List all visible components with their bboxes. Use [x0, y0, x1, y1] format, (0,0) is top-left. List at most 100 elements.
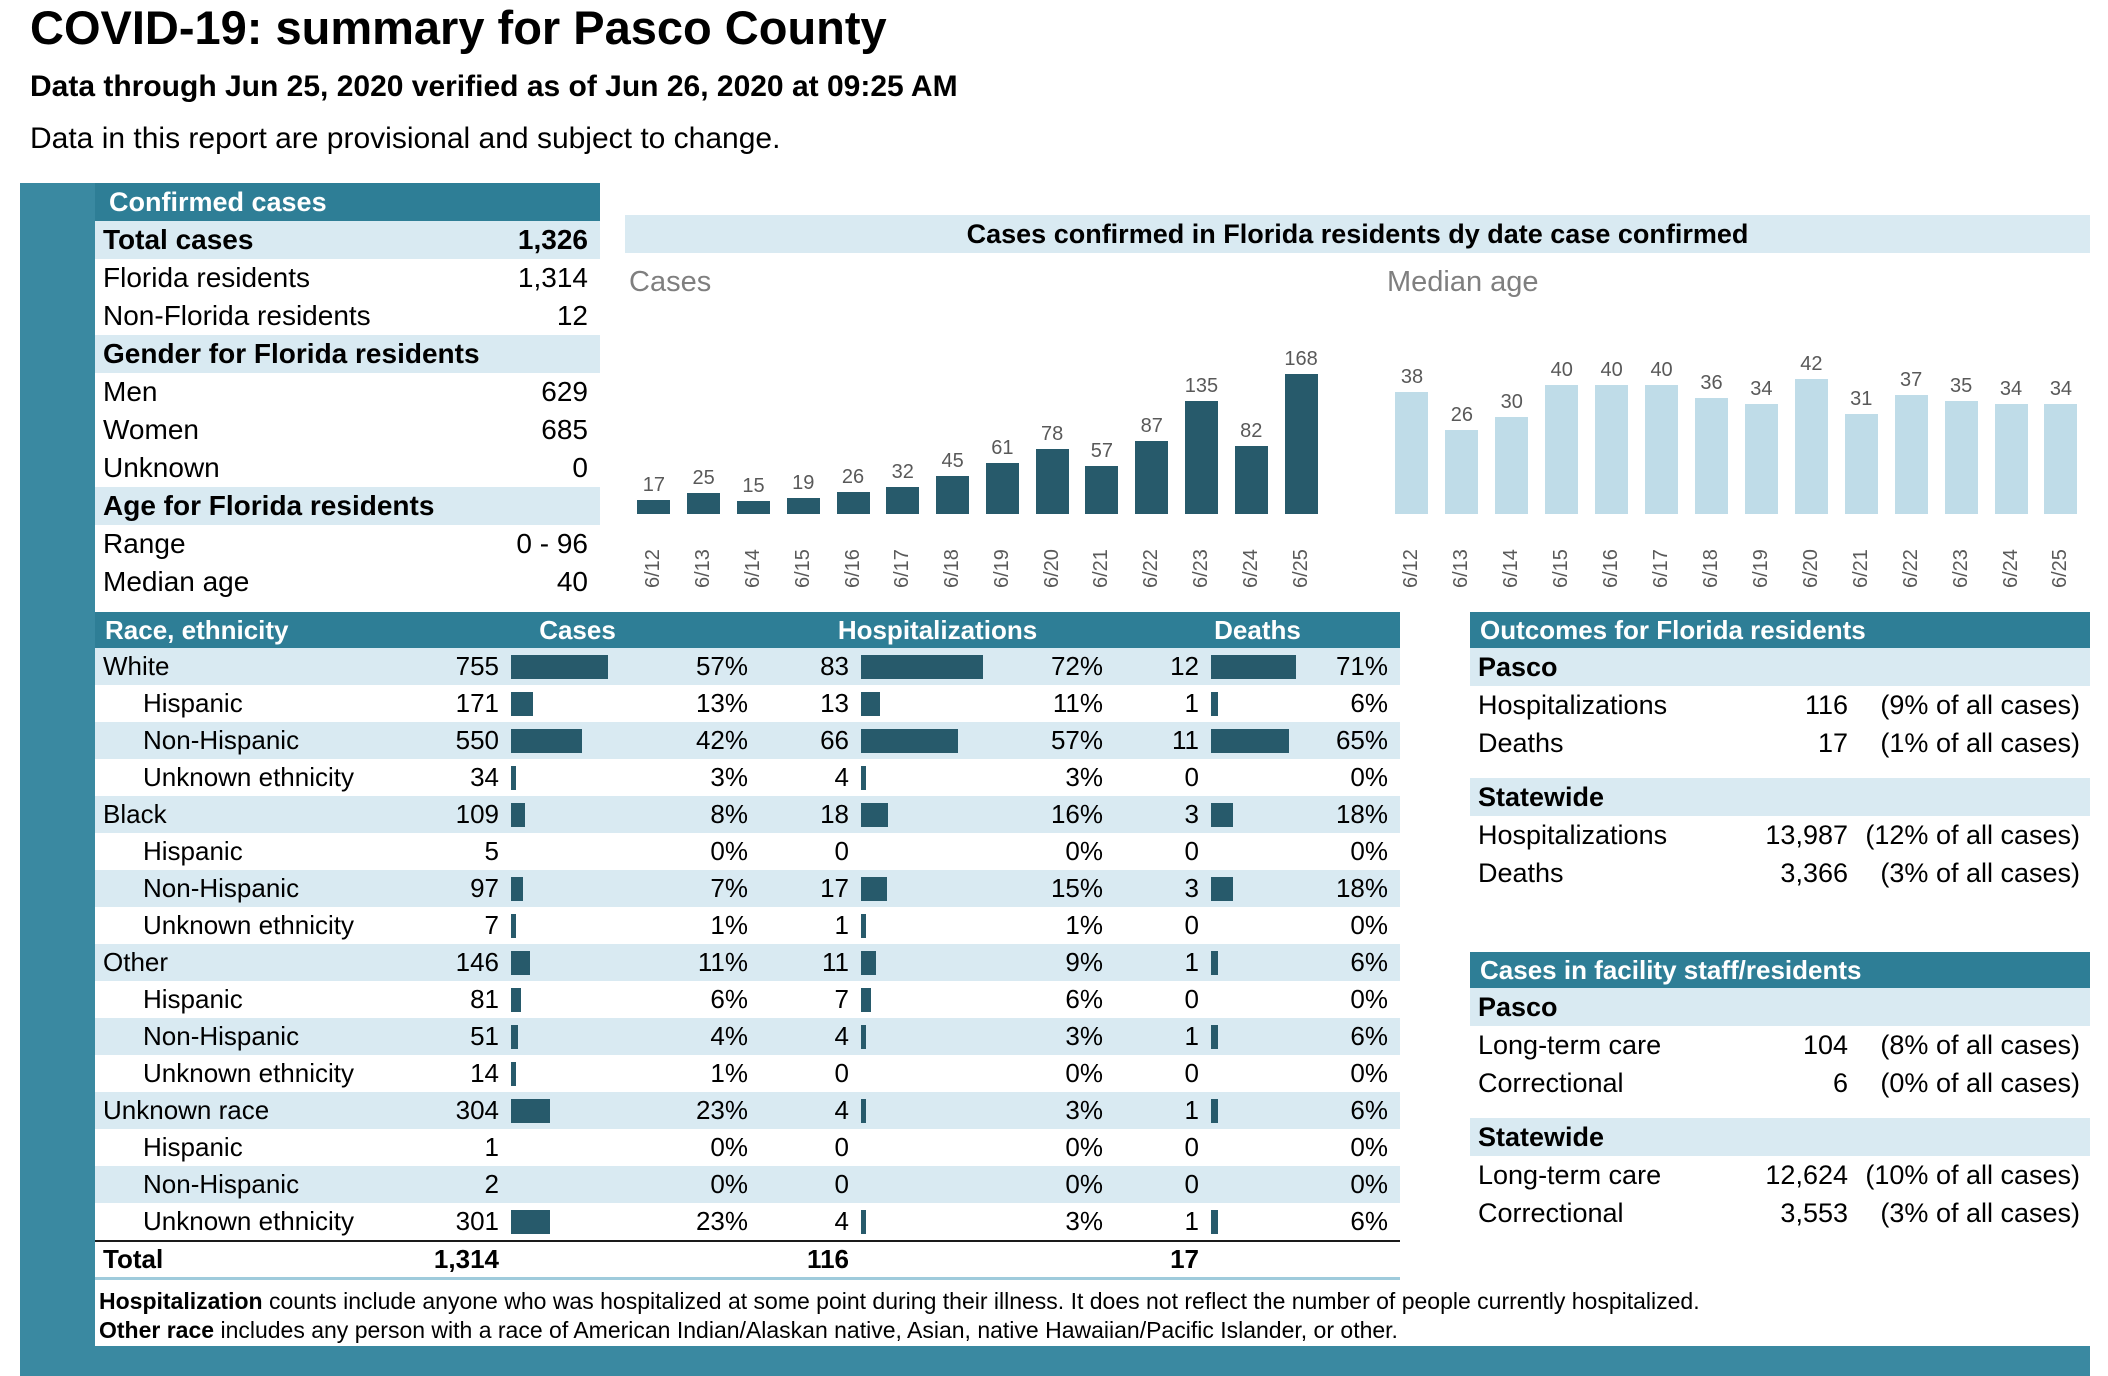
pct-bar — [1211, 1209, 1218, 1234]
x-axis-label: 6/19 — [990, 549, 1013, 588]
table-row: Hispanic 171 13% 13 11% 1 6% — [95, 685, 1400, 722]
pct-bar — [861, 950, 876, 975]
hospitalizations-count: 66 — [820, 725, 849, 755]
bar — [2044, 404, 2078, 514]
race-label: Unknown race — [103, 1095, 270, 1125]
metric-row: Hospitalizations 13,987 (12% of all cases) — [1470, 816, 2090, 854]
hospitalizations-count: 0 — [834, 836, 849, 866]
bar — [1694, 398, 1728, 514]
median-age-chart: Median age 38 6/12 26 6/13 30 6/14 40 6/15 40 6/1… — [1383, 258, 2090, 588]
dashboard: Confirmed cases Total cases 1,326 Florida … — [20, 183, 2090, 1376]
metric-note: (8% of all cases) — [1880, 1029, 2080, 1060]
hospitalizations-count: 1 — [834, 910, 849, 940]
bar — [1645, 385, 1679, 514]
hospitalizations-count: 13 — [820, 688, 849, 718]
metric-note: (12% of all cases) — [1865, 819, 2080, 850]
page-title: COVID-19: summary for Pasco County — [30, 1, 887, 54]
deaths-percent: 0% — [1350, 1169, 1388, 1199]
median-age-chart-label: Median age — [1387, 266, 1539, 298]
pct-bar-cell — [1205, 1024, 1315, 1049]
pct-bar-cell — [505, 1061, 680, 1086]
cases-count: 7 — [484, 910, 499, 940]
race-label: Hispanic — [143, 1132, 243, 1162]
table-row: Non-Hispanic 550 42% 66 57% 11 65% — [95, 722, 1400, 759]
footnote: Hospitalization counts include anyone wh… — [99, 1287, 2089, 1316]
deaths-count: 0 — [1184, 1132, 1199, 1162]
race-label: Hispanic — [143, 688, 243, 718]
cases-count: 2 — [484, 1169, 499, 1199]
race-label: Black — [103, 799, 167, 829]
deaths-percent: 18% — [1335, 799, 1388, 829]
stat-value: 0 — [572, 452, 588, 483]
footnote-text: counts include anyone who was hospitaliz… — [262, 1288, 1700, 1314]
outcomes-header: Outcomes for Florida residents — [1470, 612, 2090, 648]
region-name-row: Statewide — [1470, 1118, 2090, 1156]
pct-bar — [511, 913, 516, 938]
race-label: Hispanic — [143, 836, 243, 866]
pct-bar — [1211, 876, 1233, 901]
pct-bar-cell — [505, 1024, 680, 1049]
bar-value-label: 15 — [742, 475, 765, 497]
cases-percent: 11% — [697, 947, 748, 977]
metric-row: Deaths 17 (1% of all cases) — [1470, 724, 2090, 762]
race-label: Other — [103, 947, 169, 977]
bar — [886, 487, 920, 514]
pct-bar-cell — [1205, 802, 1315, 827]
pct-bar-cell — [1205, 691, 1315, 716]
pct-bar — [1211, 691, 1218, 716]
bar-value-label: 34 — [2049, 378, 2073, 400]
race-label: Unknown ethnicity — [143, 910, 354, 940]
cases-percent: 13% — [695, 688, 748, 718]
cases-percent: 1% — [710, 910, 748, 940]
pct-bar — [1211, 950, 1218, 975]
footnote-lead: Other race — [99, 1317, 215, 1343]
bar-value-label: 135 — [1184, 375, 1219, 397]
bar — [985, 463, 1019, 514]
pct-bar-cell — [855, 840, 1030, 864]
bar — [1135, 441, 1169, 514]
x-axis-label: 6/13 — [1450, 549, 1473, 588]
bar — [1545, 385, 1579, 514]
x-axis-label: 6/18 — [941, 549, 964, 588]
cases-percent: 57% — [695, 651, 748, 681]
table-row: Unknown ethnicity 34 3% 4 3% 0 0% — [95, 759, 1400, 796]
total-hospitalizations: 116 — [807, 1244, 849, 1274]
metric-note: (10% of all cases) — [1865, 1159, 2080, 1190]
pct-bar-cell — [855, 1062, 1030, 1086]
table-row: Unknown ethnicity 301 23% 4 3% 1 6% — [95, 1203, 1400, 1240]
bar-value-label: 37 — [1900, 369, 1923, 391]
table-row: Other 146 11% 11 9% 1 6% — [95, 944, 1400, 981]
deaths-percent: 0% — [1350, 910, 1388, 940]
deaths-percent: 0% — [1350, 836, 1388, 866]
stat-label: Florida residents — [103, 262, 310, 293]
pct-bar-cell — [855, 728, 1030, 753]
bar — [1234, 446, 1268, 514]
cases-column-header: Cases — [539, 614, 616, 645]
cases-count: 5 — [484, 836, 499, 866]
stat-value: 0 - 96 — [516, 528, 588, 559]
deaths-count: 0 — [1184, 910, 1199, 940]
hospitalizations-percent: 1% — [1065, 910, 1103, 940]
chart-bar-group: 87 6/22 — [1127, 258, 1177, 588]
pct-bar — [861, 876, 887, 901]
race-label: Non-Hispanic — [143, 725, 300, 755]
pct-bar — [1211, 1098, 1218, 1123]
bar — [1445, 430, 1479, 514]
stat-label: Range — [103, 528, 186, 559]
race-table-body: White 755 57% 83 72% 12 71% Hispanic 171 13% 13 11%… — [95, 648, 1400, 1240]
bar-value-label: 26 — [841, 466, 865, 488]
x-axis-label: 6/22 — [1140, 549, 1163, 588]
pct-bar — [861, 728, 958, 753]
outcomes-panel: Outcomes for Florida residents Pasco Hosp… — [1470, 612, 2090, 892]
race-ethnicity-table: Race, ethnicity Cases Hospitalizations D… — [95, 612, 1400, 1280]
deaths-column-header: Deaths — [1214, 614, 1301, 645]
hospitalizations-count: 4 — [834, 1095, 849, 1125]
pct-bar-cell — [855, 876, 1030, 901]
chart-bar-group: 26 6/16 — [828, 258, 878, 588]
region-name-row: Statewide — [1470, 778, 2090, 816]
chart-bar-group: 38 6/12 — [1387, 258, 1437, 588]
bar — [1495, 417, 1529, 514]
x-axis-label: 6/12 — [642, 549, 665, 588]
pct-bar — [1211, 654, 1296, 679]
